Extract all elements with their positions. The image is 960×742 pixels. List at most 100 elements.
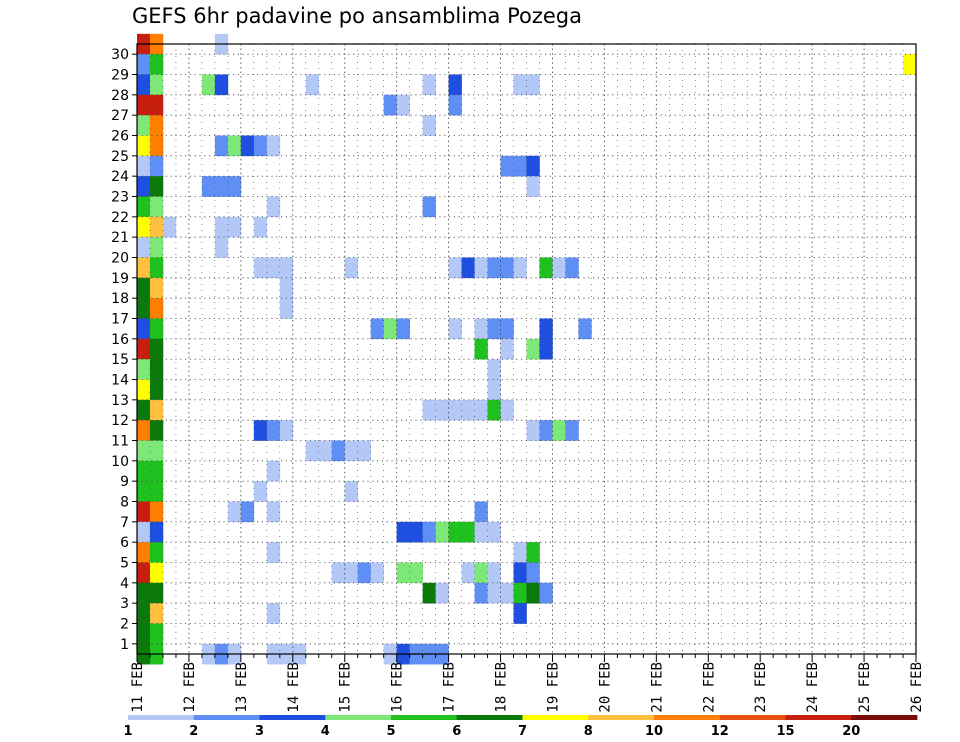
colorbar-swatch (522, 715, 589, 720)
heatmap-cell (266, 196, 281, 218)
heatmap-cell (253, 135, 268, 157)
y-tick-label: 26 (111, 129, 129, 145)
heatmap-cell (227, 176, 242, 197)
y-tick-label: 2 (120, 617, 129, 633)
colorbar-swatch (456, 715, 523, 720)
x-tick-label: 24 FEB (805, 662, 821, 713)
heatmap-cell (500, 582, 514, 604)
colorbar-label: 5 (386, 724, 395, 739)
heatmap-cell (539, 257, 553, 279)
chart-title: GEFS 6hr padavine po ansamblima Pozega (132, 4, 583, 28)
heatmap-cell (214, 237, 229, 258)
heatmap-cell (266, 501, 281, 523)
heatmap-cell (149, 440, 164, 462)
heatmap-cell (487, 257, 501, 279)
heatmap-cell (474, 501, 488, 523)
heatmap-cell (253, 420, 268, 441)
heatmap-cell (513, 155, 527, 177)
heatmap-cell (137, 440, 151, 462)
heatmap-cell (240, 501, 255, 523)
heatmap-cell (137, 155, 151, 177)
heatmap-cell (162, 216, 177, 238)
heatmap-cell (149, 501, 164, 523)
y-tick-label: 8 (120, 495, 129, 511)
heatmap-cell (137, 298, 151, 319)
y-tick-label: 21 (111, 230, 129, 246)
colorbar: 1 2 3 4 5 6 7 8 10 12 15 20 (123, 715, 918, 739)
heatmap-cell (526, 176, 540, 197)
colorbar-label: 7 (518, 724, 527, 739)
heatmap-cell (383, 94, 397, 116)
heatmap-cell (422, 399, 436, 421)
heatmap-cell (357, 562, 371, 584)
heatmap-cell (396, 318, 410, 340)
y-tick-label: 19 (111, 271, 129, 287)
heatmap-cell (149, 196, 164, 218)
heatmap-cell (149, 623, 164, 645)
y-axis-ticks: 1234567891011121314151617181920212223242… (111, 47, 137, 653)
heatmap-cell (149, 481, 164, 502)
y-tick-label: 27 (111, 108, 129, 124)
colorbar-swatch (128, 715, 195, 720)
heatmap-cell (266, 257, 281, 279)
heatmap-cell (137, 135, 151, 157)
heatmap-cell (149, 54, 164, 75)
heatmap-cell (513, 582, 527, 604)
heatmap-cell (137, 562, 151, 584)
heatmap-cell (565, 420, 579, 441)
colorbar-swatch (588, 715, 655, 720)
colorbar-swatch (391, 715, 458, 720)
y-tick-label: 11 (111, 434, 129, 450)
heatmap-cell (137, 521, 151, 543)
heatmap-cell (435, 582, 449, 604)
colorbar-swatch (719, 715, 786, 720)
heatmap-cell (149, 521, 164, 543)
heatmap-cell (539, 318, 553, 340)
colorbar-label: 6 (452, 724, 461, 739)
heatmap-cell (461, 399, 475, 421)
heatmap-cell (137, 582, 151, 604)
heatmap-cell (266, 460, 281, 482)
heatmap-cell (409, 562, 423, 584)
heatmap-cell (137, 623, 151, 645)
heatmap-cells (137, 33, 917, 665)
heatmap-cell (474, 521, 488, 543)
heatmap-cell (149, 94, 164, 116)
y-tick-label: 5 (120, 556, 129, 572)
x-tick-label: 13 FEB (234, 662, 250, 713)
heatmap-cell (435, 399, 449, 421)
heatmap-cell (266, 542, 281, 563)
heatmap-cell (435, 521, 449, 543)
x-tick-label: 22 FEB (701, 662, 717, 713)
heatmap-cell (448, 521, 462, 543)
heatmap-cell (396, 521, 410, 543)
heatmap-cell (370, 318, 384, 340)
heatmap-cell (370, 562, 384, 584)
heatmap-cell (500, 318, 514, 340)
x-tick-label: 15 FEB (338, 662, 354, 713)
heatmap-cell (137, 237, 151, 258)
heatmap-cell (487, 379, 501, 401)
heatmap-cell (201, 176, 216, 197)
heatmap-cell (578, 318, 592, 340)
colorbar-swatch (193, 715, 260, 720)
heatmap-cell (137, 379, 151, 401)
heatmap-cell (422, 74, 436, 96)
colorbar-swatch (654, 715, 721, 720)
heatmap-cell (149, 420, 164, 441)
heatmap-cell (149, 277, 164, 299)
heatmap-cell (513, 562, 527, 584)
x-tick-label: 19 FEB (545, 662, 561, 713)
heatmap-cell (137, 399, 151, 421)
heatmap-cell (253, 216, 268, 238)
heatmap-cell (214, 216, 229, 238)
x-axis-ticks: 11 FEB 12 FEB 13 FEB 14 FEB 15 FEB 16 FEB 17 F… (130, 654, 925, 713)
heatmap-cell (422, 582, 436, 604)
y-tick-label: 24 (111, 169, 129, 185)
heatmap-cell (474, 318, 488, 340)
heatmap-cell (137, 216, 151, 238)
heatmap-cell (461, 521, 475, 543)
heatmap-cell (137, 257, 151, 279)
heatmap-cell (137, 420, 151, 441)
